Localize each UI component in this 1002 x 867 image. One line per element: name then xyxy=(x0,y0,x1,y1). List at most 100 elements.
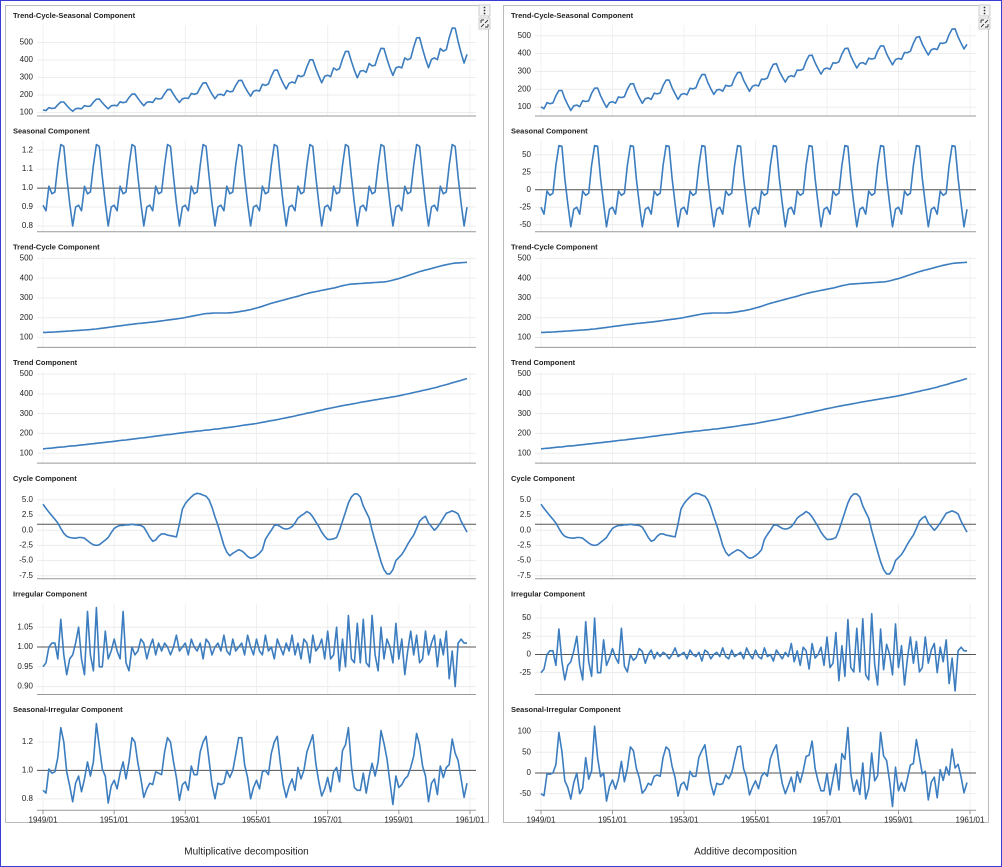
y-tick-label: 50 xyxy=(522,747,531,756)
y-tick-label: 2.5 xyxy=(22,510,34,519)
series-line xyxy=(540,492,968,575)
y-tick-label: 5.0 xyxy=(22,495,34,504)
series-line xyxy=(42,492,468,575)
y-tick-label: 200 xyxy=(20,313,34,322)
y-tick-label: 0.95 xyxy=(17,662,33,671)
x-axis-label: Additive decomposition xyxy=(694,847,797,858)
series-line xyxy=(42,606,467,688)
x-tick-label: 1957/01 xyxy=(813,815,842,824)
y-tick-label: -5.0 xyxy=(517,556,531,565)
y-tick-label: 25 xyxy=(522,631,531,640)
series-line xyxy=(540,144,968,228)
y-tick-label: 500 xyxy=(518,253,532,262)
x-tick-label: 1959/01 xyxy=(384,815,413,824)
y-tick-label: 300 xyxy=(20,73,34,82)
y-tick-label: 5.0 xyxy=(520,495,532,504)
y-tick-label: -5.0 xyxy=(19,556,33,565)
subplot-title: Seasonal Component xyxy=(13,127,90,136)
subplot-title: Seasonal Component xyxy=(511,127,588,136)
y-tick-label: 0 xyxy=(527,185,532,194)
series-line xyxy=(540,612,967,692)
x-tick-label: 1957/01 xyxy=(313,815,342,824)
menu-icon[interactable] xyxy=(478,4,491,17)
y-tick-label: 300 xyxy=(518,67,532,76)
subplot-title: Seasonal-Irregular Component xyxy=(511,705,621,714)
x-tick-label: 1955/01 xyxy=(242,815,271,824)
subplot-title: Trend Component xyxy=(511,358,576,367)
y-tick-label: 1.00 xyxy=(17,642,33,651)
subplot-title: Irregular Component xyxy=(13,589,88,598)
y-tick-label: 500 xyxy=(518,369,532,378)
y-tick-label: 100 xyxy=(518,102,532,111)
y-tick-label: 500 xyxy=(20,38,34,47)
series-line xyxy=(541,261,968,334)
subplot-title: Cycle Component xyxy=(13,474,77,483)
y-tick-label: -2.5 xyxy=(19,541,33,550)
x-tick-label: 1953/01 xyxy=(171,815,200,824)
expand-icon[interactable] xyxy=(978,17,991,30)
y-tick-label: 0.0 xyxy=(520,525,532,534)
x-axis-label: Multiplicative decomposition xyxy=(184,847,309,858)
y-tick-label: 0.8 xyxy=(22,794,34,803)
y-tick-label: 1.1 xyxy=(22,164,34,173)
expand-icon[interactable] xyxy=(478,17,491,30)
y-tick-label: 400 xyxy=(20,389,34,398)
series-line xyxy=(42,27,468,113)
y-tick-label: 200 xyxy=(20,429,34,438)
y-tick-label: 100 xyxy=(518,727,532,736)
menu-icon[interactable] xyxy=(978,4,991,17)
subplot-title: Trend-Cycle-Seasonal Component xyxy=(13,11,136,20)
series-line xyxy=(42,377,468,450)
y-tick-label: 100 xyxy=(20,448,34,457)
y-tick-label: 50 xyxy=(522,613,531,622)
y-tick-label: 100 xyxy=(20,333,34,342)
y-tick-label: 0 xyxy=(527,650,532,659)
subplot-title: Trend-Cycle-Seasonal Component xyxy=(511,11,634,20)
y-tick-label: 400 xyxy=(518,273,532,282)
y-tick-label: 300 xyxy=(518,409,532,418)
y-tick-label: 300 xyxy=(20,409,34,418)
subplot-title: Seasonal-Irregular Component xyxy=(13,705,123,714)
x-tick-label: 1955/01 xyxy=(741,815,770,824)
y-tick-label: 500 xyxy=(518,31,532,40)
y-tick-label: 1.2 xyxy=(22,145,34,154)
y-tick-label: 300 xyxy=(20,293,34,302)
y-tick-label: 500 xyxy=(20,253,34,262)
y-tick-label: 1.0 xyxy=(22,765,34,774)
y-tick-label: -50 xyxy=(519,789,531,798)
subplot-title: Trend Component xyxy=(13,358,78,367)
y-tick-label: 0 xyxy=(527,768,532,777)
x-tick-label: 1949/01 xyxy=(527,815,556,824)
x-tick-label: 1949/01 xyxy=(29,815,58,824)
series-line xyxy=(540,725,968,808)
series-line xyxy=(42,143,468,227)
subplot-title: Irregular Component xyxy=(511,589,586,598)
subplot-title: Trend-Cycle Component xyxy=(511,242,598,251)
x-tick-label: 1951/01 xyxy=(100,815,129,824)
y-tick-label: 100 xyxy=(518,448,532,457)
y-tick-label: 0.90 xyxy=(17,682,33,691)
x-tick-label: 1953/01 xyxy=(670,815,699,824)
y-tick-label: 200 xyxy=(518,84,532,93)
x-tick-label: 1959/01 xyxy=(884,815,913,824)
x-tick-label: 1961/01 xyxy=(956,815,985,824)
y-tick-label: 1.0 xyxy=(22,183,34,192)
y-tick-label: 400 xyxy=(518,49,532,58)
x-tick-label: 1951/01 xyxy=(598,815,627,824)
series-line xyxy=(42,722,468,806)
series-line xyxy=(540,28,968,112)
y-tick-label: -7.5 xyxy=(517,571,531,580)
series-line xyxy=(540,377,968,450)
subplot-title: Trend-Cycle Component xyxy=(13,242,100,251)
y-tick-label: -50 xyxy=(519,220,531,229)
subplot-title: Cycle Component xyxy=(511,474,575,483)
y-tick-label: 400 xyxy=(20,55,34,64)
y-tick-label: 500 xyxy=(20,369,34,378)
y-tick-label: 400 xyxy=(20,273,34,282)
y-tick-label: -2.5 xyxy=(517,541,531,550)
y-tick-label: 50 xyxy=(522,150,531,159)
y-tick-label: 200 xyxy=(518,429,532,438)
series-line xyxy=(43,261,468,334)
y-tick-label: 400 xyxy=(518,389,532,398)
